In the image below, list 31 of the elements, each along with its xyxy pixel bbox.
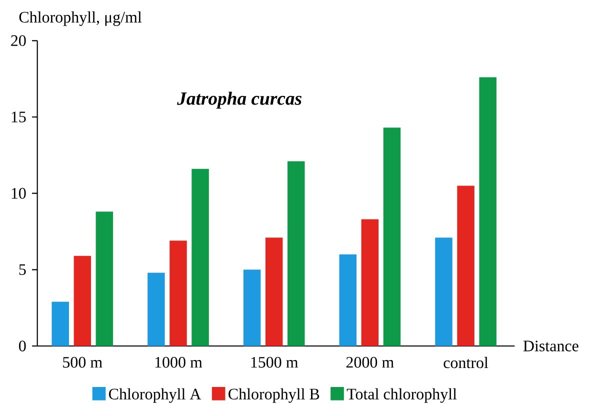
legend-label: Chlorophyll B [228, 388, 320, 403]
bar [243, 270, 261, 346]
bar [96, 212, 114, 346]
x-tick-label: 1000 m [155, 356, 202, 368]
y-tick-label: 10 [12, 188, 26, 199]
bar [383, 128, 401, 346]
bar [148, 272, 165, 346]
bar [435, 238, 452, 346]
x-tick-label: 1500 m [251, 356, 298, 368]
legend-label: Chlorophyll A [108, 388, 202, 403]
bar [339, 254, 357, 346]
bar [288, 161, 305, 346]
y-tick-label: 20 [11, 35, 26, 46]
x-tick-label: 2000 m [346, 356, 394, 368]
text: Jatropha curcas [177, 92, 302, 109]
bar [479, 77, 496, 346]
bar [457, 186, 474, 346]
x-axis-title: Distance [523, 340, 578, 352]
bar [74, 256, 92, 346]
bar [52, 302, 69, 346]
bar [361, 219, 379, 346]
y-axis-title: Chlorophyll, μg/ml [19, 11, 142, 26]
legend-label: Total chlorophyll [346, 388, 457, 403]
x-tick-label: control [444, 356, 488, 368]
y-tick-label: 15 [12, 112, 26, 122]
x-tick-label: 500 m [63, 356, 102, 368]
y-tick-label: 0 [19, 340, 26, 352]
bar [170, 240, 187, 346]
bar [265, 238, 283, 346]
bar [192, 168, 209, 346]
y-tick-label: 5 [19, 264, 26, 275]
